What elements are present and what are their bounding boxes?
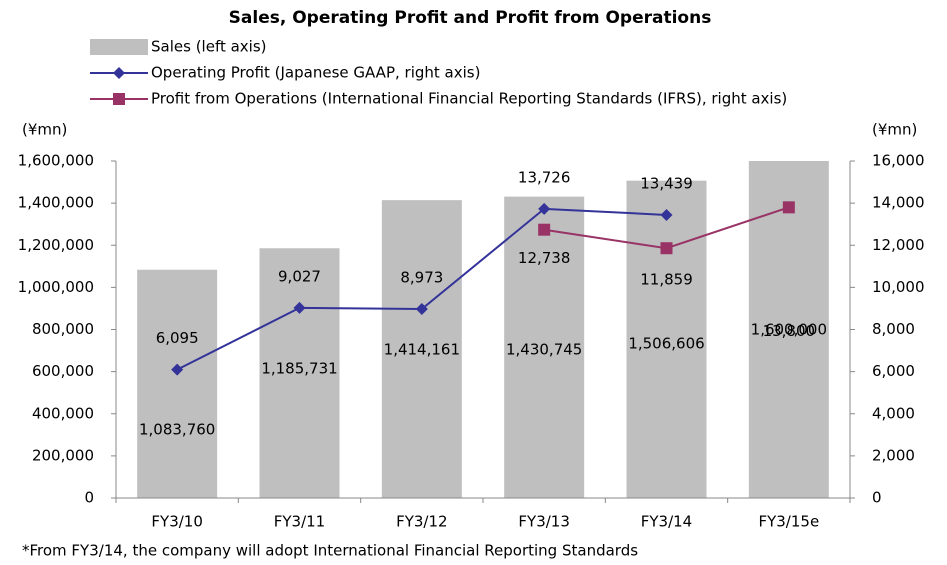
data-label: 6,095 (156, 329, 199, 347)
y2-tick-label: 12,000 (872, 236, 925, 254)
y2-tick-label: 10,000 (872, 278, 925, 296)
y2-tick-label: 2,000 (872, 446, 915, 464)
legend-label: Sales (left axis) (151, 38, 267, 56)
data-label: 8,973 (400, 269, 443, 287)
marker (660, 208, 673, 221)
data-label: 1,185,731 (261, 360, 337, 378)
y-tick-label: 1,400,000 (18, 194, 94, 212)
y2-tick-label: 4,000 (872, 404, 915, 422)
y-tick-label: 0 (84, 489, 94, 507)
marker (293, 301, 306, 314)
x-tick-label: FY3/12 (396, 513, 447, 531)
y-tick-label: 200,000 (32, 446, 94, 464)
marker (538, 202, 551, 215)
y2-axis-unit: (¥mn) (872, 121, 917, 139)
bar (137, 269, 218, 498)
y-axis-unit: (¥mn) (22, 121, 67, 139)
data-label: 13,439 (640, 174, 693, 192)
y-tick-label: 600,000 (32, 362, 94, 380)
legend-label: Operating Profit (Japanese GAAP, right a… (151, 64, 480, 82)
marker (171, 363, 184, 376)
marker (660, 242, 673, 255)
data-label: 9,027 (278, 267, 321, 285)
data-label: 1,600,000 (751, 321, 827, 339)
bar (381, 200, 462, 498)
chart-title: Sales, Operating Profit and Profit from … (229, 8, 712, 28)
y-tick-label: 800,000 (32, 320, 94, 338)
y2-tick-label: 14,000 (872, 194, 925, 212)
y-tick-label: 1,000,000 (18, 278, 94, 296)
y-tick-label: 1,600,000 (18, 152, 94, 170)
bar (259, 248, 340, 498)
bar (626, 180, 707, 498)
marker (782, 201, 795, 214)
data-label: 1,083,760 (139, 421, 215, 439)
x-tick-label: FY3/13 (518, 513, 569, 531)
data-label: 1,414,161 (384, 341, 460, 359)
x-tick-label: FY3/11 (274, 513, 325, 531)
data-label: 11,859 (640, 271, 693, 289)
legend-swatch (90, 39, 148, 55)
legend-marker (113, 93, 125, 105)
y-tick-label: 1,200,000 (18, 236, 94, 254)
data-label: 12,738 (518, 249, 571, 267)
y2-tick-label: 16,000 (872, 152, 925, 170)
y2-tick-label: 0 (872, 489, 882, 507)
x-tick-label: FY3/14 (641, 513, 692, 531)
marker (415, 303, 428, 316)
x-tick-label: FY3/10 (151, 513, 202, 531)
x-tick-label: FY3/15e (758, 513, 819, 531)
legend-label: Profit from Operations (International Fi… (151, 90, 787, 108)
data-label: 1,430,745 (506, 341, 582, 359)
data-label: 13,800 (763, 322, 816, 340)
y2-tick-label: 8,000 (872, 320, 915, 338)
legend-marker (113, 67, 125, 79)
y-tick-label: 400,000 (32, 404, 94, 422)
data-label: 1,506,606 (628, 335, 704, 353)
data-label: 13,726 (518, 168, 571, 186)
y2-tick-label: 6,000 (872, 362, 915, 380)
footnote: *From FY3/14, the company will adopt Int… (22, 542, 638, 560)
bar (504, 196, 585, 498)
marker (538, 223, 551, 236)
